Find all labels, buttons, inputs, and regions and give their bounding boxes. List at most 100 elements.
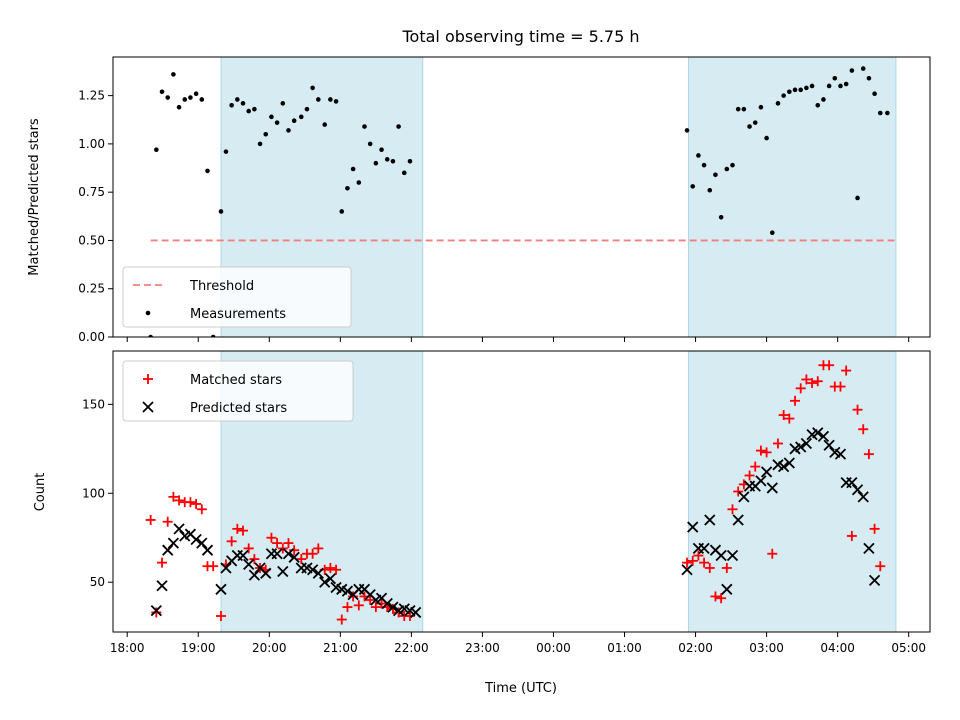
matched-star-point (168, 491, 179, 502)
measurement-point (843, 81, 849, 87)
predicted-star-point (319, 576, 331, 588)
x-tick-label: 23:00 (465, 641, 500, 655)
predicted-star-point (156, 580, 168, 592)
measurement-point (838, 83, 843, 89)
predicted-star-point (800, 437, 813, 450)
matched-star-point (277, 543, 288, 554)
matched-star-point (869, 523, 880, 534)
panel-count: 50 100 150 18:00 19:00 20:00 21:00 22:00 23:00 00… (82, 350, 931, 655)
measurement-point (735, 106, 741, 112)
matched-star-point (215, 610, 226, 621)
measurement-point (809, 83, 815, 89)
predicted-star-point (387, 601, 399, 613)
matched-star-point (238, 525, 249, 536)
y-tick-label: 50 (90, 575, 105, 589)
x-tick-label: 04:00 (820, 641, 855, 655)
measurement-point (291, 118, 297, 124)
measurement-point (304, 106, 310, 112)
legend-box (122, 360, 354, 422)
x-tick-label: 19:00 (181, 641, 216, 655)
matched-star-point (307, 548, 318, 559)
matched-star-point (365, 594, 376, 605)
measurement-point (298, 114, 304, 120)
matched-star-point (801, 374, 812, 385)
matched-star-point (283, 538, 294, 549)
matched-star-point (296, 554, 307, 565)
predicted-star-point (681, 564, 693, 576)
measurement-point (218, 209, 224, 214)
predicted-star-point (167, 537, 180, 549)
predicted-star-point (823, 439, 835, 451)
x-tick-label: 18:00 (110, 641, 145, 655)
matched-star-point (767, 548, 778, 559)
measurement-point (707, 187, 713, 193)
plot-area (148, 57, 897, 337)
predicted-star-point (271, 548, 283, 560)
matched-star-point (704, 562, 715, 573)
matched-star-point (812, 376, 823, 387)
measurement-point (775, 101, 781, 106)
measurement-point (724, 166, 730, 172)
measurement-point (787, 89, 792, 95)
predicted-star-point (778, 460, 790, 473)
measurement-point (701, 162, 707, 168)
matched-star-point (727, 504, 738, 515)
x-tick-label: 03:00 (749, 641, 784, 655)
matched-star-point (151, 607, 162, 618)
measurement-point (713, 172, 718, 178)
measurement-point (252, 106, 257, 112)
matched-star-point (835, 381, 846, 392)
predicted-star-point (715, 549, 727, 562)
predicted-star-point (732, 514, 744, 526)
y-tick-label: 150 (82, 397, 105, 411)
predicted-star-point (857, 491, 869, 503)
measurement-point (154, 147, 159, 152)
x-axis-label: Time (UTC) (484, 681, 557, 696)
measurement-point (229, 102, 234, 108)
predicted-star-point (868, 574, 881, 587)
matched-star-point (196, 504, 207, 515)
measurement-point (367, 141, 373, 147)
measurement-point (401, 170, 407, 176)
measurement-point (333, 99, 339, 104)
predicted-star-point (817, 430, 830, 443)
measurement-point (148, 334, 153, 337)
measurement-point (362, 124, 367, 129)
matched-star-point (755, 445, 766, 456)
matched-star-point (682, 557, 693, 568)
measurement-point (764, 135, 769, 141)
legend-label: Predicted stars (190, 401, 287, 416)
matched-star-point (687, 555, 698, 566)
matched-star-point (174, 495, 185, 506)
predicted-star-point (410, 606, 422, 619)
measurement-point (182, 97, 188, 102)
measurement-point (684, 128, 690, 133)
chart-title: Total observing time = 5.75 h (401, 27, 639, 46)
x-tick-label: 20:00 (252, 641, 287, 655)
y-axis-label-ratio: Matched/Predicted stars (27, 118, 42, 276)
matched-star-point (744, 470, 755, 481)
predicted-star-point (243, 558, 255, 571)
axes-frame (112, 350, 931, 633)
predicted-star-point (201, 544, 214, 556)
predicted-star-point (783, 457, 795, 469)
matched-star-point (249, 554, 260, 565)
measurement-point (696, 153, 701, 158)
measurement-point (350, 166, 356, 172)
measurement-point (872, 91, 877, 96)
matched-star-point (162, 516, 173, 527)
predicted-star-point (190, 533, 202, 546)
measurement-point (356, 180, 362, 185)
matched-star-point (145, 514, 156, 525)
matched-star-point (348, 591, 359, 602)
measurement-point (235, 97, 240, 102)
axes-frame (112, 56, 931, 338)
legend-label: Threshold (189, 279, 254, 294)
matched-star-point (185, 497, 196, 508)
predicted-star-point (341, 585, 354, 597)
measurement-point (798, 87, 804, 93)
predicted-star-point (851, 484, 864, 496)
measurement-point (384, 157, 390, 162)
measurement-point (792, 87, 798, 93)
y-tick-label: 1.00 (78, 137, 105, 151)
